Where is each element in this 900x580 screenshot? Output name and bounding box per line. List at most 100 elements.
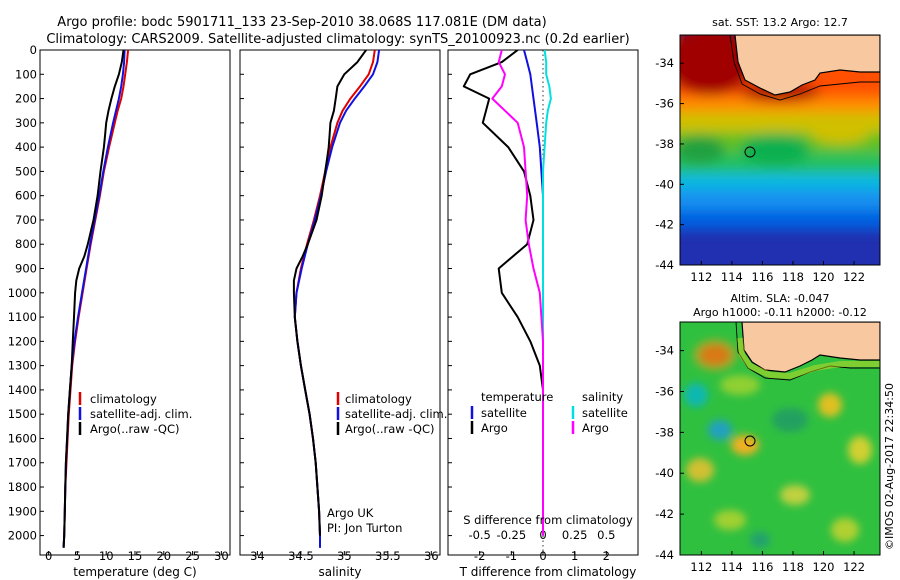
depth-tick-label: 1400 (8, 383, 37, 397)
series-line-satellite (62, 50, 126, 548)
lon-tick-label: 122 (843, 560, 865, 574)
sla-map-title1: Altim. SLA: -0.047 (730, 292, 829, 305)
legend-temperature-title: temperature (481, 390, 553, 404)
lat-tick-label: -40 (655, 466, 674, 480)
header-line1: Argo profile: bodc 5901711_133 23-Sep-20… (57, 15, 546, 30)
lat-tick-label: -44 (655, 258, 674, 272)
series-line-t-argo (462, 50, 544, 536)
depth-tick-label: 1100 (8, 310, 37, 324)
depth-tick-label: 1300 (8, 359, 37, 373)
legend-t-argo-label: Argo (481, 421, 508, 435)
panel-temperature-frame (39, 49, 231, 556)
salinity-legend: climatology satellite-adj. clim. Argo(..… (336, 392, 447, 436)
series-line-argo (62, 50, 125, 548)
lat-tick-label: -36 (655, 97, 674, 111)
legend-climatology-label: climatology (90, 392, 157, 406)
depth-tick-label: 400 (15, 140, 37, 154)
difference-depth-ticks (448, 49, 452, 537)
x-tick-label: -2 (474, 549, 485, 563)
lat-tick-label: -36 (655, 384, 674, 398)
depth-tick-label: 1800 (8, 480, 37, 494)
depth-axis-ticks: 0 100 200 300 400 500 600 700 800 900 1000 1100 1200… (8, 43, 44, 543)
legend-s-argo-label: Argo (582, 421, 609, 435)
lon-tick-label: 120 (813, 270, 835, 284)
coast-contour (729, 35, 880, 101)
depth-tick-label: 700 (15, 213, 37, 227)
legend-argo-label: Argo(..raw -QC) (90, 422, 180, 436)
x-tick-label: 36 (424, 549, 439, 563)
lon-tick-label: 112 (690, 560, 712, 574)
lat-tick-label: -38 (655, 425, 674, 439)
argo-location-marker (744, 435, 756, 447)
lat-tick-label: -34 (655, 56, 674, 70)
t-difference-label: T difference from climatology (459, 565, 637, 579)
pi-note: PI: Jon Turton (327, 521, 402, 535)
argo-location-marker (744, 146, 756, 158)
x-tick-label: 35.5 (375, 549, 401, 563)
salinity-axis-ticks: 34 34.5 35 35.5 36 (250, 549, 439, 563)
depth-tick-label: 1000 (8, 286, 37, 300)
depth-tick-label: 2000 (8, 529, 37, 543)
depth-tick-label: 600 (15, 189, 37, 203)
sst-map: sat. SST: 13.2 Argo: 12.7 (655, 16, 881, 284)
panel-temperature: 0100200300400500600700800900100011001200… (8, 43, 231, 579)
legend-argo-label: Argo(..raw -QC) (345, 422, 435, 436)
sst-lon-ticks: 112 114 116 118 120 122 (690, 261, 865, 284)
s-difference-label: S difference from climatology (463, 513, 633, 527)
lon-tick-label: 114 (721, 270, 743, 284)
s-tick-label: -0.25 (496, 528, 526, 542)
sla-map: Altim. SLA: -0.047 Argo h1000: -0.11 h20… (655, 292, 881, 574)
panel-salinity-frame (239, 49, 441, 556)
lon-tick-label: 116 (751, 270, 773, 284)
sla-lon-ticks: 112 114 116 118 120 122 (690, 551, 865, 574)
x-tick-label: -1 (506, 549, 517, 563)
landmass-shape (741, 322, 880, 373)
coast-contour (735, 322, 880, 381)
sst-map-frame (679, 34, 881, 266)
depth-tick-label: 300 (15, 116, 37, 130)
temperature-profiles (62, 50, 130, 548)
lon-tick-label: 114 (721, 560, 743, 574)
lon-tick-label: 118 (782, 560, 804, 574)
depth-tick-label: 0 (30, 43, 37, 57)
x-tick-label: 10 (99, 549, 114, 563)
landmass-shape (734, 35, 880, 96)
depth-tick-label: 900 (15, 262, 37, 276)
x-tick-label: 30 (214, 549, 229, 563)
header-line2: Climatology: CARS2009. Satellite-adjuste… (46, 32, 629, 47)
legend-satellite-label: satellite-adj. clim. (345, 407, 447, 421)
temperature-xlabel: temperature (deg C) (73, 565, 196, 579)
difference-legend-salinity: salinity satellite Argo (571, 390, 628, 435)
x-tick-label: 25 (185, 549, 200, 563)
lon-tick-label: 120 (813, 560, 835, 574)
x-tick-label: 34 (250, 549, 265, 563)
depth-tick-label: 1900 (8, 504, 37, 518)
legend-salinity-title: salinity (582, 390, 623, 404)
lat-tick-label: -44 (655, 548, 674, 562)
temperature-legend: climatology satellite-adj. clim. Argo(..… (78, 392, 192, 436)
legend-t-satellite-label: satellite (481, 406, 527, 420)
depth-tick-label: 1600 (8, 431, 37, 445)
sst-lat-ticks: -34 -36 -38 -40 -42 -44 (655, 56, 684, 272)
x-tick-label: 0 (45, 549, 52, 563)
x-tick-label: 5 (74, 549, 81, 563)
x-tick-label: 15 (128, 549, 143, 563)
x-tick-label: 34.5 (288, 549, 314, 563)
x-tick-label: 2 (603, 549, 610, 563)
lon-tick-label: 122 (843, 270, 865, 284)
difference-profiles (462, 50, 552, 536)
x-tick-label: 0 (539, 549, 546, 563)
argo-uk-note: Argo UK (327, 506, 374, 520)
lon-tick-label: 118 (782, 270, 804, 284)
s-tick-label: -0.5 (468, 528, 490, 542)
difference-legend-temperature: temperature satellite Argo (470, 390, 553, 435)
series-line-argo (292, 50, 367, 536)
lon-tick-label: 112 (690, 270, 712, 284)
salinity-profiles (292, 50, 381, 548)
x-tick-label: 20 (156, 549, 171, 563)
panel-differences: -2 -1 0 1 2-0.5 -0.25 0 0.25 0.5 S difference fr… (447, 49, 639, 579)
x-tick-label: 35 (337, 549, 352, 563)
depth-tick-label: 200 (15, 92, 37, 106)
lat-tick-label: -42 (655, 218, 674, 232)
